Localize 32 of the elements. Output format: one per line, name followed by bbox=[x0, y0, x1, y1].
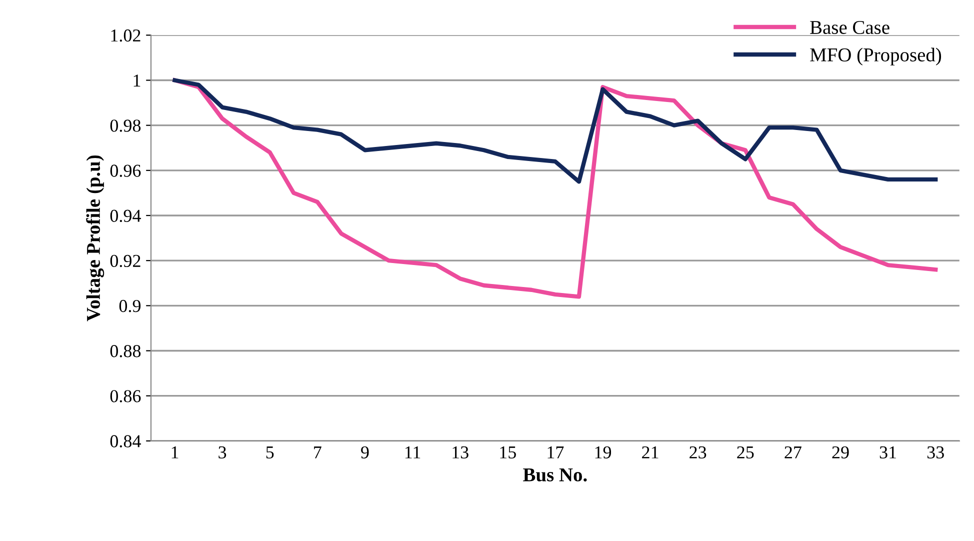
y-tick-label: 0.9 bbox=[119, 300, 141, 312]
x-tick-label: 1 bbox=[172, 446, 178, 458]
legend-label: MFO (Proposed) bbox=[810, 48, 942, 66]
y-tick-label: 0.92 bbox=[110, 254, 140, 268]
y-tick-label: 1.02 bbox=[111, 29, 140, 42]
line-series bbox=[172, 78, 938, 184]
x-tick-label: 25 bbox=[737, 446, 754, 458]
x-tick-label: 15 bbox=[500, 446, 516, 458]
x-tick-label: 13 bbox=[452, 446, 468, 458]
y-tick-label: 0.86 bbox=[110, 390, 141, 402]
y-tick-label: 1 bbox=[134, 74, 140, 87]
y-tick-label: 0.88 bbox=[110, 345, 141, 358]
legend-label: Base Case bbox=[810, 20, 890, 34]
x-tick-label: 11 bbox=[405, 446, 420, 458]
x-tick-label: 17 bbox=[548, 446, 564, 458]
x-tick-label: 31 bbox=[880, 446, 896, 458]
x-tick-label: 7 bbox=[314, 446, 322, 458]
y-axis-title: Voltage Profile (p.u) bbox=[86, 155, 104, 322]
x-tick-label: 29 bbox=[832, 446, 849, 458]
x-tick-label: 33 bbox=[927, 446, 944, 458]
x-tick-label: 19 bbox=[595, 446, 612, 458]
x-tick-label: 27 bbox=[784, 446, 802, 458]
x-axis-title: Bus No. bbox=[523, 468, 587, 482]
y-tick-label: 0.98 bbox=[110, 120, 141, 132]
y-tick-label: 0.84 bbox=[110, 435, 141, 448]
x-tick-label: 3 bbox=[218, 446, 226, 458]
x-tick-label: 5 bbox=[266, 446, 274, 458]
y-tick-label: 0.96 bbox=[110, 164, 141, 177]
x-tick-label: 21 bbox=[642, 446, 658, 458]
y-tick-label: 0.94 bbox=[110, 210, 141, 222]
x-tick-label: 23 bbox=[690, 446, 706, 458]
x-tick-label: 9 bbox=[361, 446, 369, 458]
